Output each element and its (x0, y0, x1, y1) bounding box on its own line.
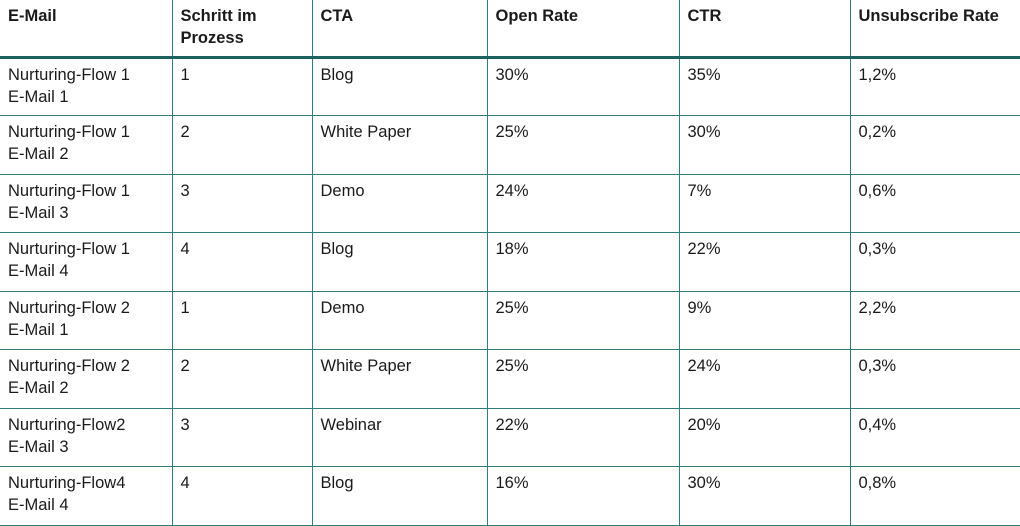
table-cell: Nurturing-Flow 2 E-Mail 1 (0, 291, 173, 350)
table-cell: 2 (171, 115, 313, 175)
table-cell: 22% (678, 232, 851, 292)
table-row: Nurturing-Flow 1 E-Mail 1 1 Blog 30% 35% 1,2% (0, 57, 1020, 116)
table-cell: Nurturing-Flow2 E-Mail 3 (0, 408, 173, 467)
table-cell: 30% (678, 115, 851, 175)
table-cell: Demo (311, 174, 488, 233)
header-row: E-Mail Schritt im Prozess CTA Open Rate CTR U… (0, 0, 1020, 59)
table-cell: 0,8% (849, 466, 1020, 526)
header-cell: Schritt im Prozess (171, 0, 313, 59)
table-cell: Nurturing-Flow 1 E-Mail 2 (0, 115, 173, 175)
table-cell: 0,4% (849, 408, 1020, 467)
table-cell: 25% (486, 291, 680, 350)
table-cell: Demo (311, 291, 488, 350)
table-cell: Nurturing-Flow 1 E-Mail 1 (0, 57, 173, 116)
header-cell: E-Mail (0, 0, 173, 59)
table-cell: Blog (311, 232, 488, 292)
header-cell: Unsubscribe Rate (849, 0, 1020, 59)
table-cell: 30% (678, 466, 851, 526)
table-cell: 3 (171, 408, 313, 467)
table-cell: Nurturing-Flow 1 E-Mail 4 (0, 232, 173, 292)
table-cell: 2 (171, 349, 313, 409)
table-row: Nurturing-Flow4 E-Mail 4 4 Blog 16% 30% 0,8% (0, 466, 1020, 526)
table-cell: 25% (486, 349, 680, 409)
table-cell: 2,2% (849, 291, 1020, 350)
table-row: Nurturing-Flow 1 E-Mail 2 2 White Paper 25%… (0, 115, 1020, 175)
table-cell: Webinar (311, 408, 488, 467)
table-cell: Nurturing-Flow 2 E-Mail 2 (0, 349, 173, 409)
table-cell: 1 (171, 57, 313, 116)
table-header: E-Mail Schritt im Prozess CTA Open Rate CTR U… (0, 0, 1020, 59)
table-cell: 35% (678, 57, 851, 116)
table-row: Nurturing-Flow2 E-Mail 3 3 Webinar 22% 20% 0,… (0, 408, 1020, 467)
table-cell: 25% (486, 115, 680, 175)
table-cell: 0,6% (849, 174, 1020, 233)
table-cell: 16% (486, 466, 680, 526)
table-body: Nurturing-Flow 1 E-Mail 1 1 Blog 30% 35% 1,2%… (0, 57, 1020, 526)
header-cell: Open Rate (486, 0, 680, 59)
table-cell: 0,2% (849, 115, 1020, 175)
table-cell: Nurturing-Flow4 E-Mail 4 (0, 466, 173, 526)
table-cell: 20% (678, 408, 851, 467)
table-cell: 18% (486, 232, 680, 292)
table-row: Nurturing-Flow 2 E-Mail 1 1 Demo 25% 9% 2,2% (0, 291, 1020, 350)
table-cell: 24% (678, 349, 851, 409)
table-cell: 7% (678, 174, 851, 233)
table-cell: 22% (486, 408, 680, 467)
table-row: Nurturing-Flow 1 E-Mail 3 3 Demo 24% 7% 0,6% (0, 174, 1020, 233)
table-cell: 24% (486, 174, 680, 233)
table-cell: Blog (311, 466, 488, 526)
table-cell: 9% (678, 291, 851, 350)
table-row: Nurturing-Flow 2 E-Mail 2 2 White Paper 25%… (0, 349, 1020, 409)
table-cell: 0,3% (849, 232, 1020, 292)
table-cell: 3 (171, 174, 313, 233)
table-cell: White Paper (311, 349, 488, 409)
header-cell: CTR (678, 0, 851, 59)
table-cell: 0,3% (849, 349, 1020, 409)
table-row: Nurturing-Flow 1 E-Mail 4 4 Blog 18% 22% 0,3% (0, 232, 1020, 292)
table-cell: 1,2% (849, 57, 1020, 116)
table-cell: 30% (486, 57, 680, 116)
table-cell: 4 (171, 466, 313, 526)
table-cell: 4 (171, 232, 313, 292)
table-cell: White Paper (311, 115, 488, 175)
table-cell: Nurturing-Flow 1 E-Mail 3 (0, 174, 173, 233)
table-cell: Blog (311, 57, 488, 116)
header-cell: CTA (311, 0, 488, 59)
table-cell: 1 (171, 291, 313, 350)
